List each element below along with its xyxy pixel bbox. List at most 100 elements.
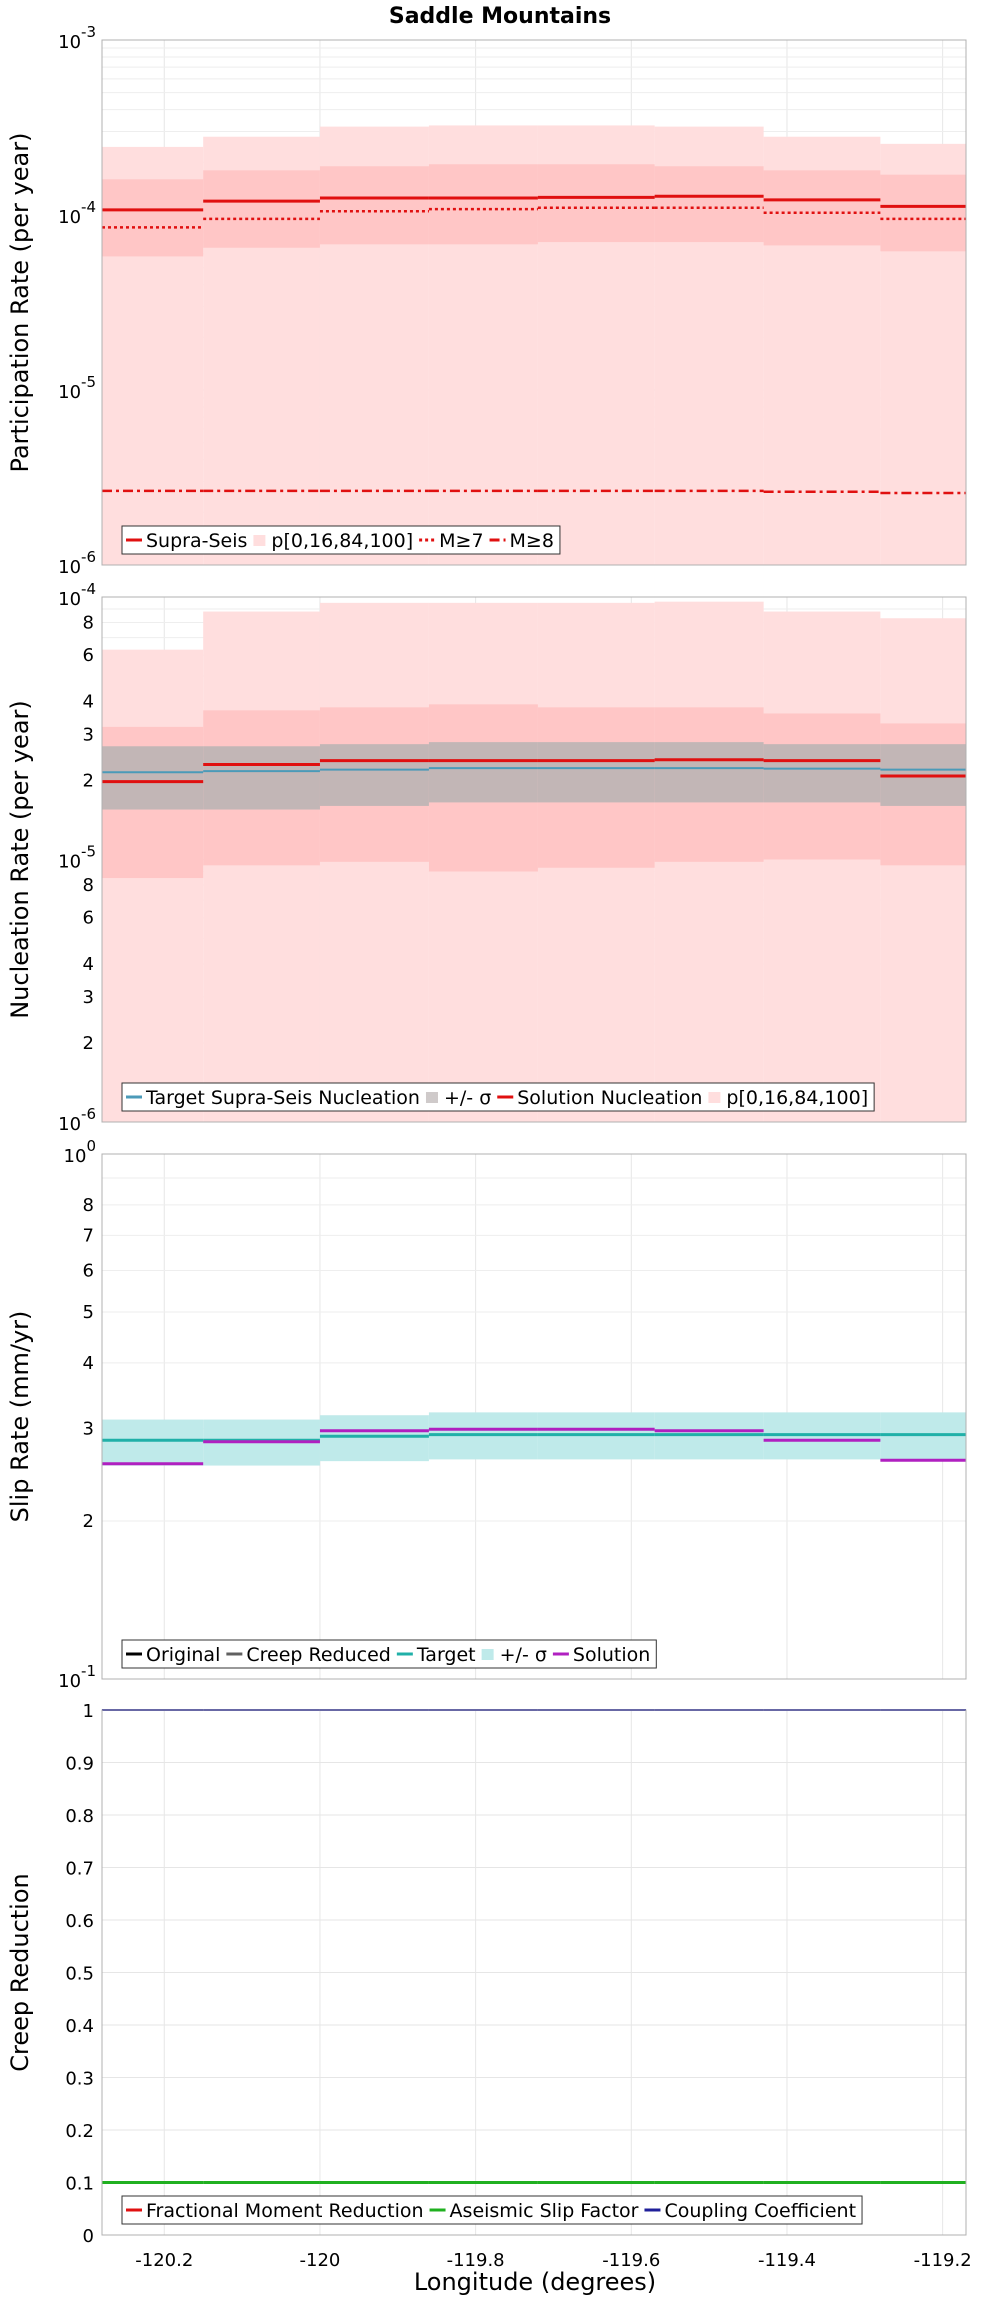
series-1 [102,194,966,212]
panels: 10-6 10-5 10-4 10-3 Participation Rate (per … [6,23,972,2271]
legend-label: Fractional Moment Reduction [146,2200,424,2222]
chart-title: Saddle Mountains [389,4,611,29]
legend-label: p[0,16,84,100] [271,530,413,552]
series-2 [102,758,966,784]
legend-label: Supra-Seis [146,530,247,552]
legend-swatch [253,535,266,546]
plot-frame [101,596,967,1123]
y-tick-label: 10-5 [58,373,96,403]
band-2 [102,164,966,257]
y-tick-label: 0.9 [65,1754,94,1775]
y-tick-labels: 10-6 10-5 10-4 2 3 4 6 8 2 3 4 6 8 [58,580,96,1135]
y-minor-tick-label: 7 [83,1225,94,1246]
y-minor-tick-label: 3 [83,987,94,1008]
band-bin [428,742,538,803]
y-tick-label: 0.7 [65,1859,94,1880]
x-tick-label: -119.2 [914,2250,972,2271]
legend: Original Creep Reduced Target +/- σ Solution [121,1639,657,1669]
y-axis-label: Creep Reduction [6,1873,34,2071]
y-tick-label: 0.3 [65,2069,94,2090]
x-tick-label: -120.2 [135,2250,193,2271]
y-tick-label: 10-6 [58,548,96,578]
y-tick-label: 10-4 [58,580,96,610]
band-bin [537,742,655,803]
band-3 [102,742,966,810]
legend-label: Solution [573,1644,650,1666]
y-minor-tick-label: 2 [83,770,94,791]
y-minor-tick-label: 2 [83,1033,94,1054]
band-bin [319,1415,429,1462]
series-2 [102,206,966,229]
plot-frame [101,39,967,566]
band-bin [537,164,655,243]
legend-label: Solution Nucleation [517,1087,702,1109]
y-tick-label: 10-3 [58,23,96,53]
plot-frame [101,1709,967,2236]
band-bin [102,649,204,1122]
legend: Target Supra-Seis Nucleation +/- σ Solutio… [121,1082,875,1112]
band-bin [319,602,429,1122]
legend-label: Creep Reduced [246,1644,390,1666]
x-tick-label: -120 [300,2250,341,2271]
panel-4: 0 0.1 0.2 0.3 0.4 0.5 0.6 0.7 0.8 0.9 1 Creep Reduc… [6,1701,972,2271]
y-tick-label: 10-6 [58,1105,96,1135]
x-tick-label: -119.8 [447,2250,505,2271]
y-minor-tick-label: 8 [83,1195,94,1216]
y-tick-labels: 10-1 100 2 3 4 5 6 7 8 [58,1137,96,1692]
band-bin [102,1419,204,1466]
legend-label: p[0,16,84,100] [726,1087,868,1109]
band-bin [428,164,538,245]
legend-box [121,525,561,555]
band-bin [763,744,881,803]
band-bin [203,611,320,1122]
y-tick-label: 0 [83,2226,94,2247]
series-3 [102,489,966,495]
band-bin [880,174,966,252]
y-tick-label: 0.2 [65,2121,94,2142]
legend-label: Original [146,1644,220,1666]
y-minor-tick-label: 5 [83,1302,94,1323]
y-minor-tick-label: 3 [83,724,94,745]
y-minor-tick-label: 6 [83,645,94,666]
legend-swatch [708,1092,721,1103]
y-tick-label: 10-1 [58,1662,96,1692]
y-axis-label: Slip Rate (mm/yr) [6,1311,34,1523]
y-minor-tick-label: 4 [83,691,94,712]
legend-label: M≥7 [439,530,483,552]
legend-label: Aseismic Slip Factor [450,2200,639,2222]
legend-label: Target [416,1644,476,1666]
y-axis-label: Nucleation Rate (per year) [6,700,34,1019]
y-tick-label: 0.5 [65,1964,94,1985]
series-1 [102,767,966,774]
y-minor-tick-label: 4 [83,1353,94,1374]
y-tick-label: 0.8 [65,1806,94,1827]
series-2 [102,1427,966,1466]
legend-label: +/- σ [500,1644,547,1666]
y-minor-tick-label: 4 [83,954,94,975]
y-tick-label: 10-4 [58,198,96,228]
y-tick-label: 10-5 [58,843,96,873]
y-tick-label: 1 [83,1701,94,1722]
y-tick-label: 0.4 [65,2016,94,2037]
gridlines [102,1709,966,2236]
y-tick-labels: 10-6 10-5 10-4 10-3 [58,23,96,578]
y-minor-tick-label: 8 [83,612,94,633]
legend-label: Target Supra-Seis Nucleation [145,1087,420,1109]
x-tick-labels: -120.2 -120 -119.8 -119.6 -119.4 -119.2 [135,2250,971,2271]
band-bin [319,744,429,806]
y-axis-label: Participation Rate (per year) [6,133,34,473]
y-tick-label: 0.6 [65,1911,94,1932]
panel-2: 10-6 10-5 10-4 2 3 4 6 8 2 3 4 6 8 Nucleation Rate (p… [6,580,967,1135]
legend-swatch [425,1092,438,1103]
y-tick-label: 100 [64,1137,96,1167]
y-tick-labels: 0 0.1 0.2 0.3 0.4 0.5 0.6 0.7 0.8 0.9 1 [65,1701,94,2247]
y-minor-tick-label: 6 [83,1260,94,1281]
panel-1: 10-6 10-5 10-4 10-3 Participation Rate (per … [6,23,967,578]
y-minor-tick-label: 2 [83,1511,94,1532]
x-axis-label: Longitude (degrees) [414,2268,656,2296]
band-bin [102,746,204,810]
series-1 [102,1433,966,1442]
legend-label: Coupling Coefficient [664,2200,856,2222]
legend: Fractional Moment Reduction Aseismic Slip… [121,2195,863,2225]
